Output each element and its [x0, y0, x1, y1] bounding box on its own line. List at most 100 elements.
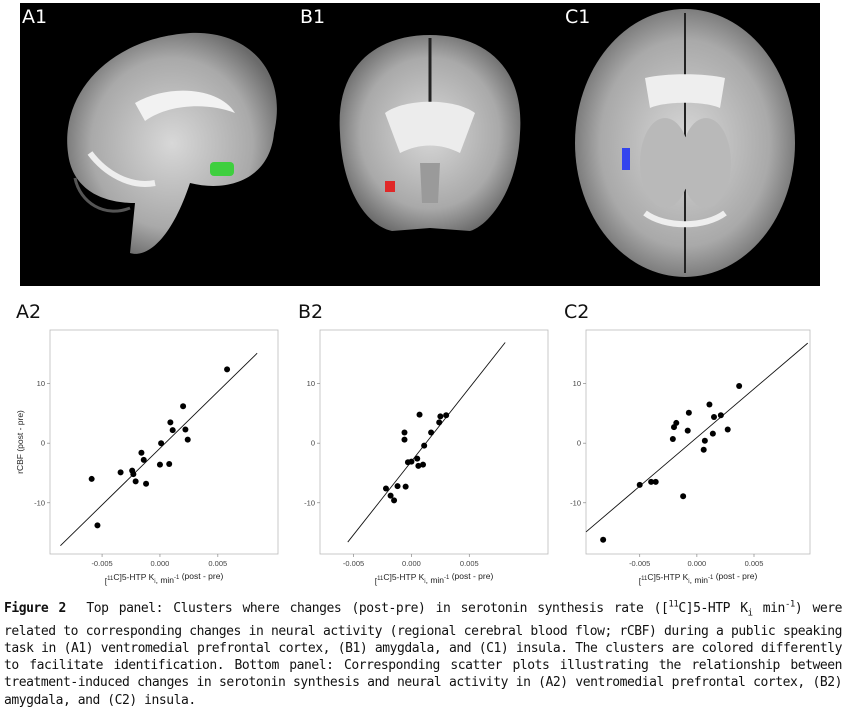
scatter-plots: 10 0 -10 -0.005 0.000 0.005 [11C]5-HTP Ki, min… — [15, 329, 811, 586]
data-point-c2 — [701, 437, 708, 444]
data-point-c2 — [648, 478, 655, 485]
data-point-a2 — [167, 419, 174, 426]
data-point-c2 — [736, 383, 743, 389]
data-point-b2 — [401, 429, 408, 436]
data-point-b2 — [420, 461, 427, 468]
caption-text-2: C]5-HTP K — [678, 601, 748, 616]
data-point-a2 — [94, 522, 101, 529]
regression-line-b2 — [347, 342, 506, 543]
data-point-a2 — [182, 426, 189, 433]
data-point-a2 — [166, 461, 173, 468]
data-point-c2 — [636, 481, 643, 488]
data-point-b2 — [391, 497, 398, 504]
figure-label: Figure 2 — [4, 601, 66, 616]
data-point-b2 — [443, 412, 450, 419]
axial-brain-slice — [575, 9, 795, 277]
data-point-a2 — [117, 469, 124, 476]
data-point-c2 — [685, 409, 692, 416]
panel-label-b1: B1 — [300, 6, 326, 28]
x-axis-label-a2: [11C]5-HTP Ki, min-1 (post - pre) — [105, 571, 224, 586]
data-point-a2 — [169, 427, 176, 434]
data-point-a2 — [130, 471, 137, 478]
cluster-insula — [622, 148, 630, 170]
caption-text-1: Top panel: Clusters where changes (post-… — [86, 601, 669, 616]
data-point-b2 — [401, 436, 408, 443]
brain-images — [67, 9, 795, 277]
data-point-c2 — [669, 436, 676, 443]
x-tick-label-c2: -0.005 — [629, 559, 650, 568]
data-point-b2 — [415, 462, 422, 469]
data-point-a2 — [143, 480, 150, 487]
data-point-c2 — [717, 412, 724, 419]
x-tick-label-c2: 0.000 — [687, 559, 706, 568]
data-point-c2 — [711, 413, 717, 420]
y-tick-label-c2: 10 — [573, 379, 581, 388]
regression-line-a2 — [60, 352, 258, 546]
panel-label-b2: B2 — [298, 301, 324, 323]
caption-text-3: min — [752, 601, 786, 616]
plot-frame-a2 — [49, 329, 279, 555]
data-point-b2 — [402, 483, 409, 490]
y-tick-label-b2: 10 — [307, 379, 315, 388]
data-point-b2 — [437, 413, 444, 420]
data-point-b2 — [387, 492, 394, 499]
regression-line-c2 — [585, 342, 809, 533]
x-tick-label-a2: 0.000 — [151, 559, 170, 568]
y-tick-label-a2: -10 — [34, 498, 45, 507]
caption-sub-i: i — [747, 608, 753, 619]
plot-frame-c2 — [585, 329, 811, 555]
data-point-a2 — [140, 456, 147, 463]
data-point-b2 — [416, 411, 423, 418]
data-point-a2 — [180, 403, 187, 410]
data-point-c2 — [709, 430, 716, 437]
data-point-c2 — [652, 478, 659, 485]
y-tick-label-a2: 0 — [41, 439, 45, 448]
y-tick-label-a2: 10 — [37, 379, 45, 388]
y-tick-label-c2: 0 — [577, 439, 581, 448]
figure-caption: Figure 2 Top panel: Clusters where chang… — [4, 600, 842, 709]
data-point-b2 — [414, 455, 421, 462]
data-point-b2 — [428, 429, 435, 436]
x-tick-label-b2: -0.005 — [343, 559, 364, 568]
caption-text-4: ) were related to corresponding changes … — [4, 601, 843, 708]
data-point-a2 — [156, 461, 163, 468]
x-axis-label-b2: [11C]5-HTP Ki, min-1 (post - pre) — [375, 571, 494, 586]
brain-image-panel: A1 B1 C1 — [20, 3, 820, 286]
data-point-b2 — [436, 419, 443, 426]
x-axis-label-c2: [11C]5-HTP Ki, min-1 (post - pre) — [639, 571, 758, 586]
data-point-a2 — [138, 449, 145, 456]
data-point-b2 — [408, 458, 415, 465]
caption-sup-11: 11 — [668, 599, 679, 610]
panel-label-a1: A1 — [22, 6, 48, 28]
plot-frame-b2 — [319, 329, 549, 555]
x-tick-label-c2: 0.005 — [745, 559, 764, 568]
panel-label-c2: C2 — [564, 301, 590, 323]
data-point-a2 — [88, 475, 95, 482]
y-axis-label-a2: rCBF (post - pre) — [15, 410, 25, 474]
data-point-b2 — [394, 483, 401, 490]
data-point-c2 — [724, 426, 731, 433]
cluster-vmpfc — [210, 162, 234, 176]
coronal-brain-slice — [339, 35, 521, 231]
data-point-a2 — [158, 440, 165, 447]
data-point-c2 — [673, 419, 680, 426]
data-point-a2 — [132, 478, 139, 485]
cluster-amygdala — [385, 181, 395, 192]
caption-sup-minus1: -1 — [784, 599, 795, 610]
data-point-c2 — [684, 427, 691, 434]
sagittal-brain-slice — [67, 32, 277, 254]
data-point-c2 — [600, 536, 607, 543]
panel-label-a2: A2 — [16, 301, 42, 323]
y-tick-label-c2: -10 — [570, 498, 581, 507]
data-point-c2 — [700, 446, 707, 453]
x-tick-label-a2: 0.005 — [208, 559, 227, 568]
data-point-b2 — [421, 442, 428, 449]
data-point-b2 — [382, 485, 389, 492]
data-point-a2 — [184, 436, 191, 443]
x-tick-label-b2: 0.000 — [402, 559, 421, 568]
data-point-c2 — [680, 493, 687, 500]
y-tick-label-b2: -10 — [304, 498, 315, 507]
data-point-c2 — [706, 401, 713, 408]
panel-label-c1: C1 — [565, 6, 591, 28]
x-tick-label-b2: 0.005 — [460, 559, 479, 568]
